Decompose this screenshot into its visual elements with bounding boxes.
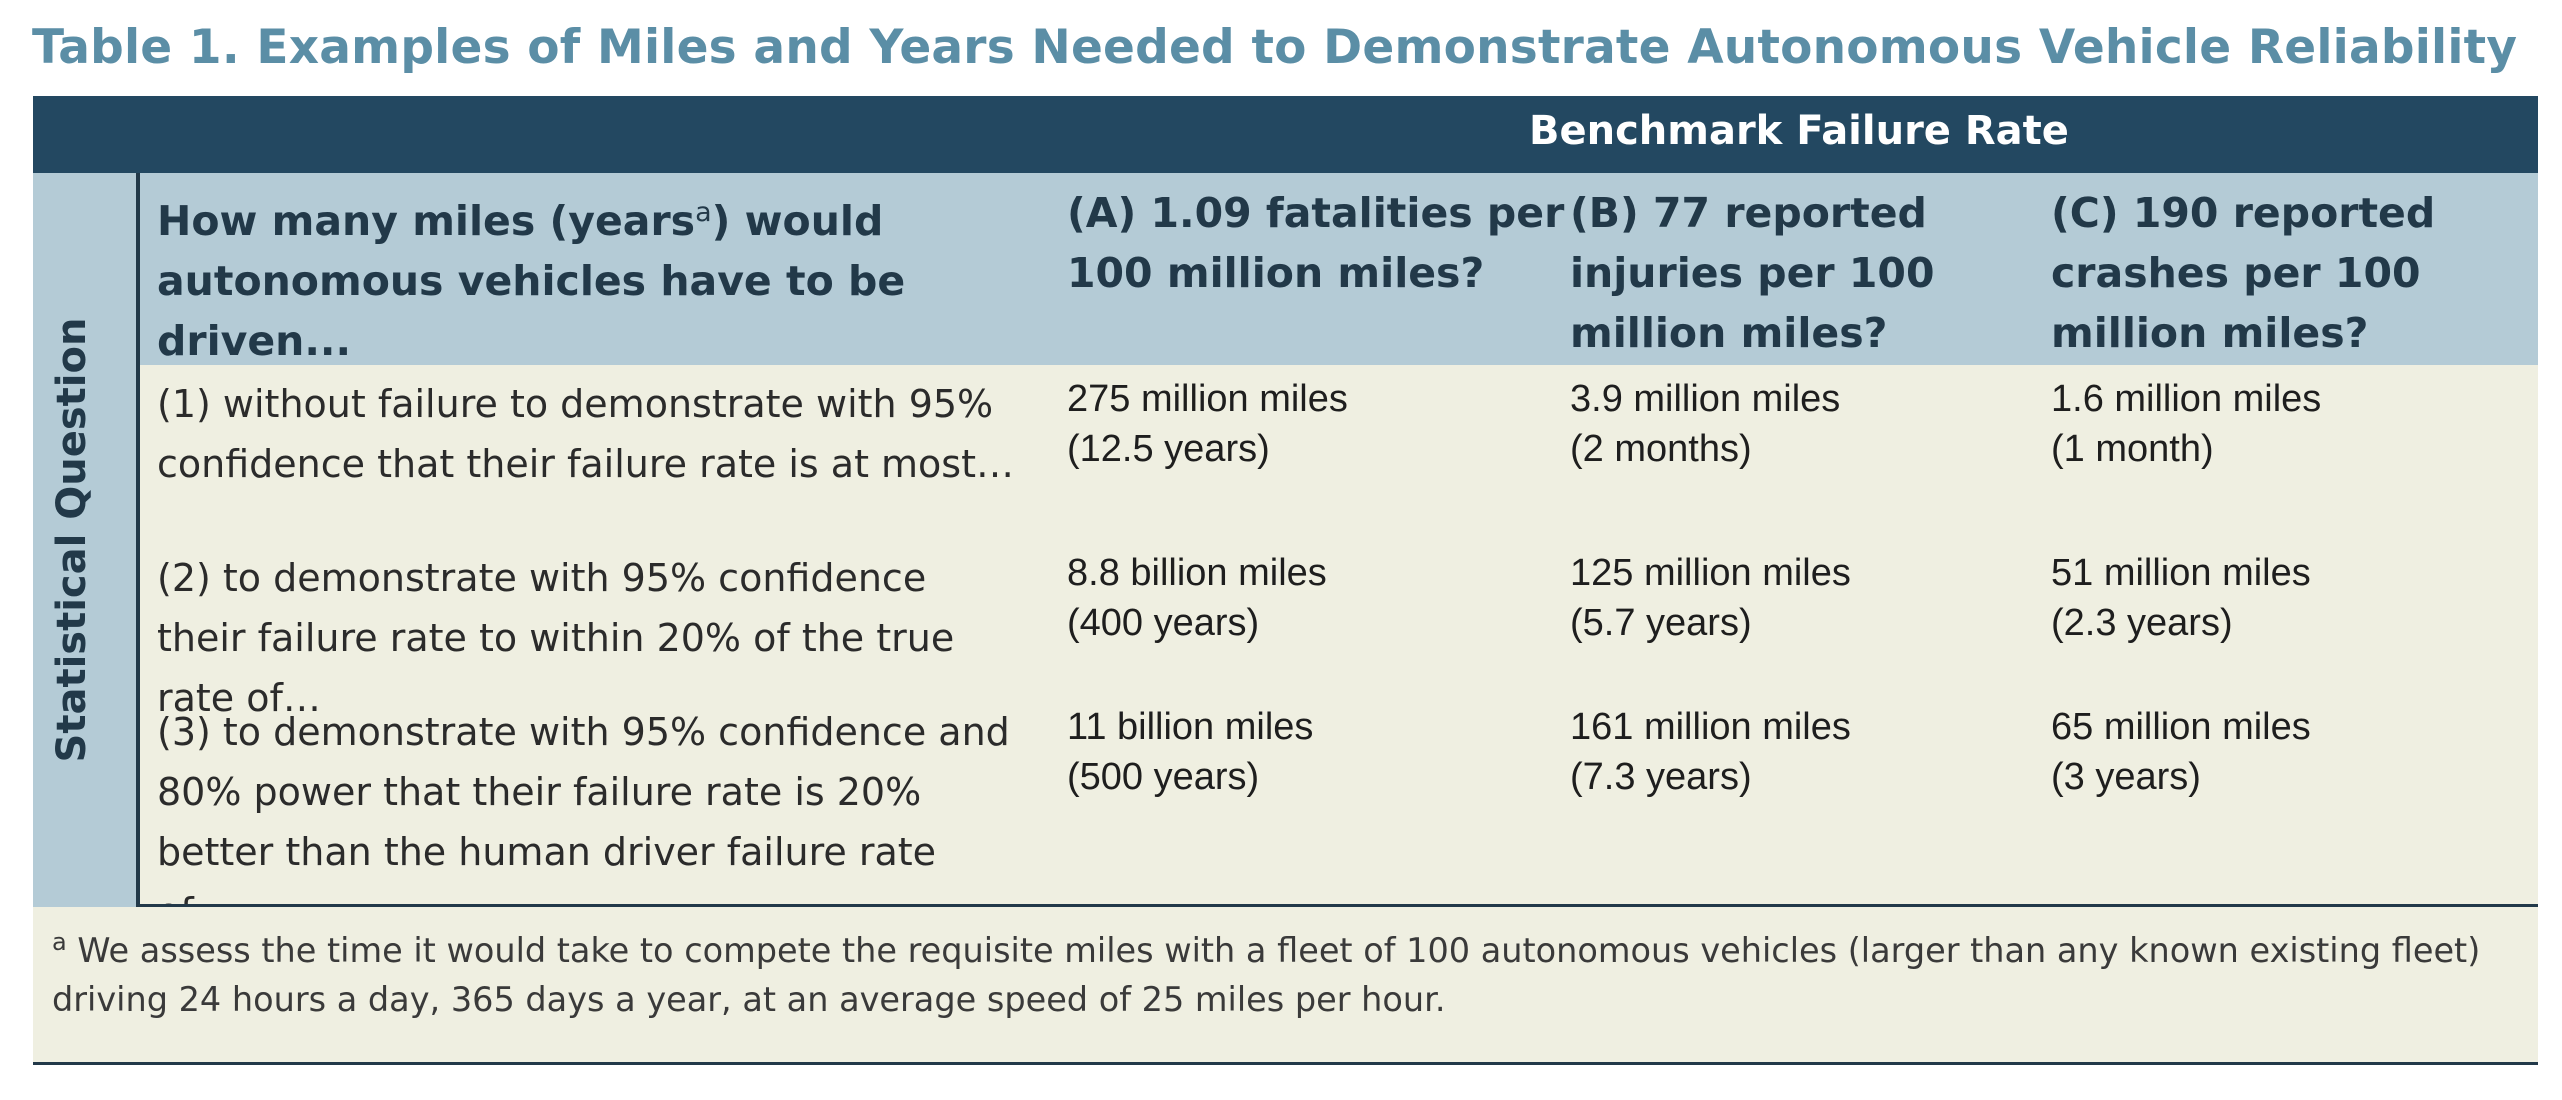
row-3-col-c: 65 million miles (3 years) — [2051, 706, 2311, 798]
side-rule — [136, 173, 140, 907]
row-3-col-b: 161 million miles (7.3 years) — [1570, 706, 1851, 798]
row-2-col-b: 125 million miles (5.7 years) — [1570, 552, 1851, 644]
header-question-sup: a — [695, 197, 712, 228]
row-2-col-c: 51 million miles (2.3 years) — [2051, 552, 2311, 644]
benchmark-banner — [33, 96, 2538, 173]
side-label-bar — [33, 173, 136, 907]
benchmark-banner-label: Benchmark Failure Rate — [1529, 108, 2069, 154]
row-2-question: (2) to demonstrate with 95% confidence t… — [157, 556, 955, 720]
header-row — [140, 173, 2538, 365]
footnote-area — [33, 907, 2538, 1064]
table-title: Table 1. Examples of Miles and Years Nee… — [32, 20, 2518, 75]
row-2-col-a: 8.8 billion miles (400 years) — [1067, 552, 1327, 644]
row-3-question: (3) to demonstrate with 95% confidence a… — [157, 710, 1010, 934]
footnote-marker: a — [52, 928, 67, 956]
header-col-a: (A) 1.09 fatalities per 100 million mile… — [1067, 189, 1565, 297]
row-3-col-a: 11 billion miles (500 years) — [1067, 706, 1314, 798]
row-1-col-b: 3.9 million miles (2 months) — [1570, 378, 1841, 470]
table-body — [140, 365, 2538, 907]
footnote-text: We assess the time it would take to comp… — [52, 931, 2481, 1019]
header-question: How many miles (yearsa) would autonomous… — [157, 197, 906, 365]
row-1-question: (1) without failure to demonstrate with … — [157, 382, 1015, 486]
footnote: a We assess the time it would take to co… — [52, 918, 2527, 1024]
header-col-b: (B) 77 reported injuries per 100 million… — [1570, 189, 1935, 357]
table-bottom-rule — [136, 904, 2538, 907]
side-label: Statistical Question — [49, 317, 95, 763]
header-col-c: (C) 190 reported crashes per 100 million… — [2051, 189, 2436, 357]
row-1-col-c: 1.6 million miles (1 month) — [2051, 378, 2322, 470]
row-1-col-a: 275 million miles (12.5 years) — [1067, 378, 1348, 470]
footnote-bottom-rule — [33, 1062, 2538, 1065]
